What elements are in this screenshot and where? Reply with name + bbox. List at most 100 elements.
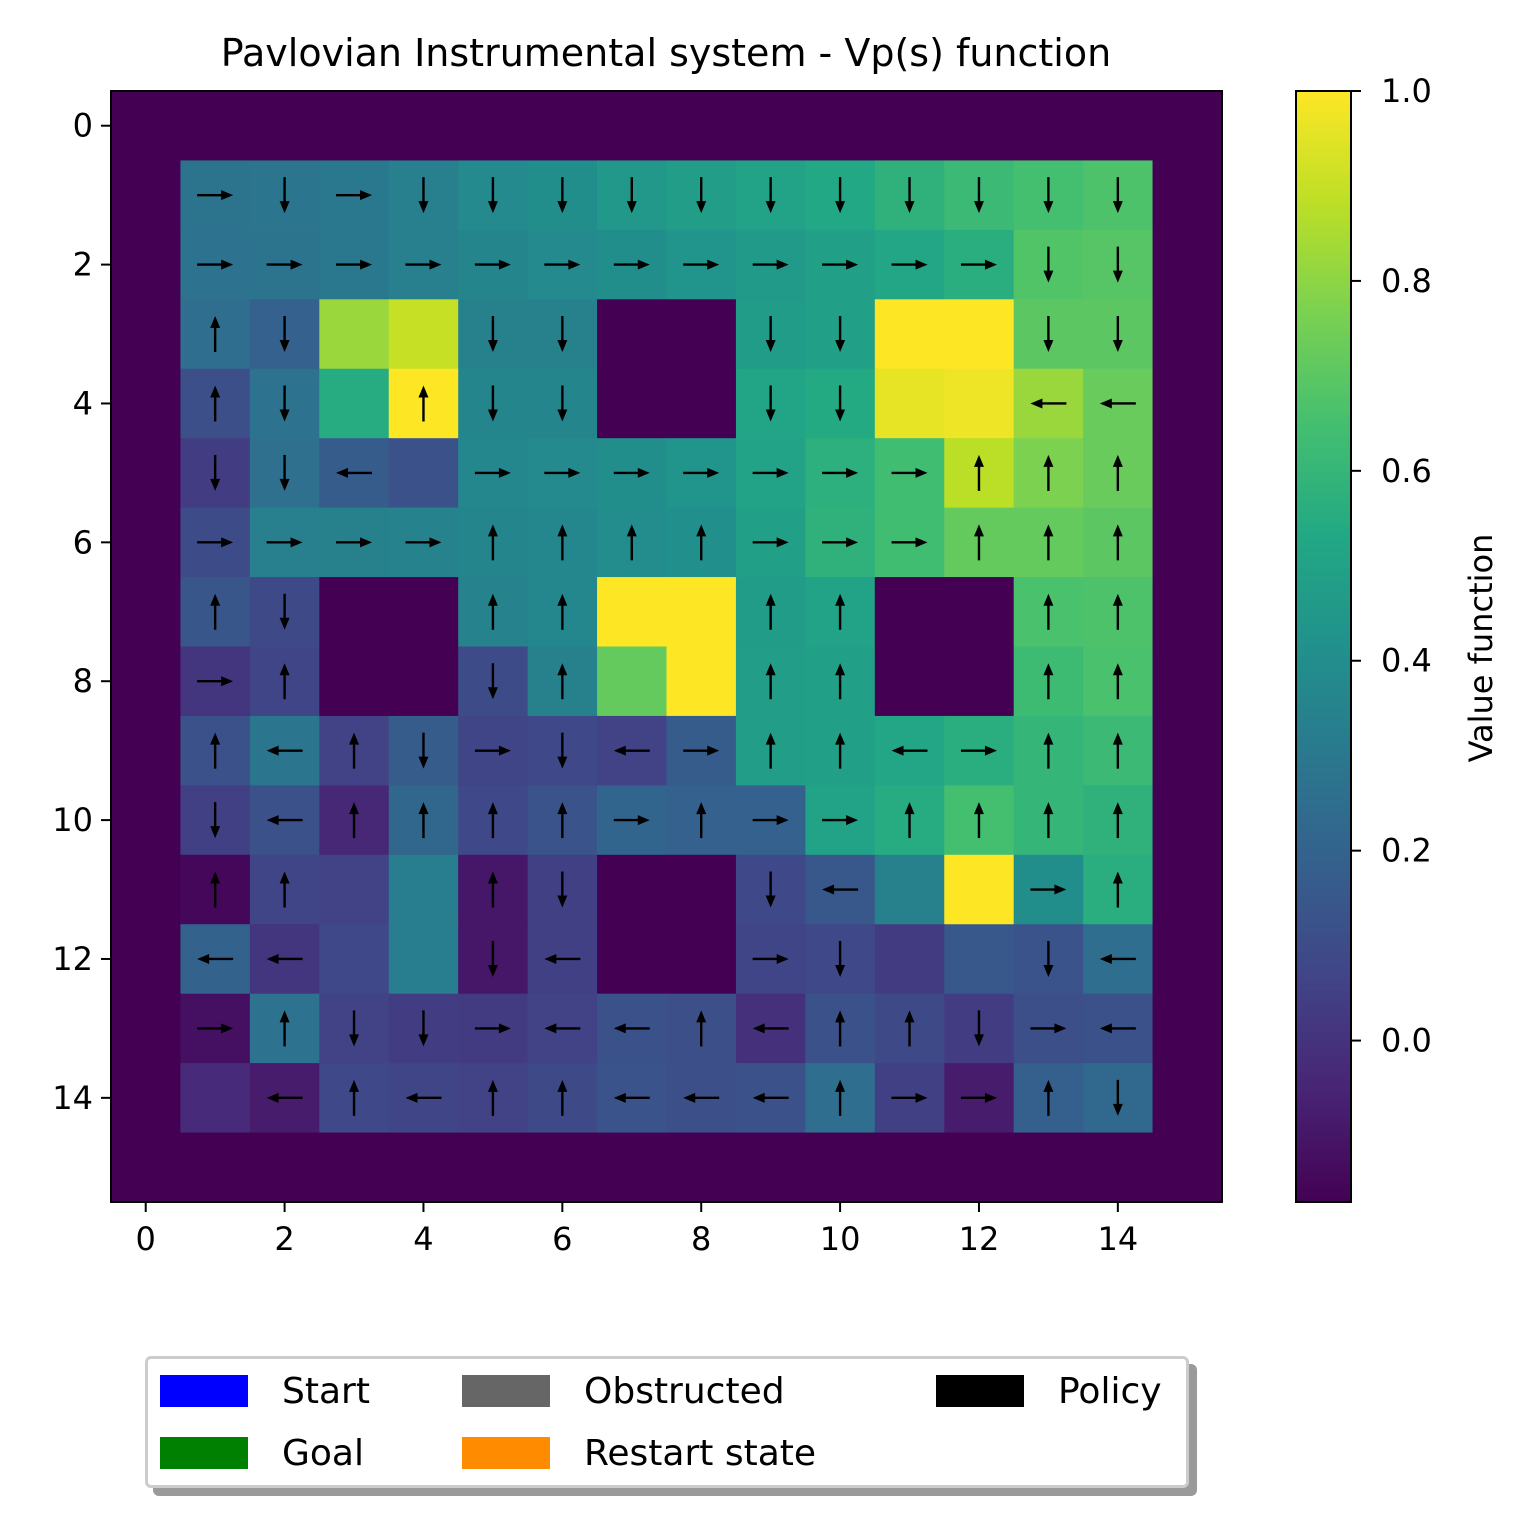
heatmap-cell: [111, 299, 182, 370]
policy-arrow: [822, 537, 859, 548]
policy-arrow-head: [266, 745, 279, 756]
policy-arrow: [557, 663, 568, 700]
policy-arrow: [474, 467, 511, 478]
policy-arrow-head: [904, 201, 915, 214]
policy-arrow: [557, 871, 568, 908]
policy-arrow: [973, 524, 984, 561]
policy-arrow: [349, 802, 360, 839]
colorbar-tick-label: 0.0: [1381, 1022, 1432, 1060]
policy-arrow: [822, 884, 859, 895]
policy-arrow-head: [221, 190, 234, 201]
policy-arrow-head: [846, 259, 859, 270]
policy-arrow-head: [1112, 201, 1123, 214]
policy-arrow: [613, 745, 650, 756]
policy-arrow: [210, 732, 221, 769]
policy-arrow: [1043, 454, 1054, 491]
y-axis: 0 2 4 6 8 10 12 14: [52, 107, 111, 1117]
heatmap-cell: [319, 368, 390, 439]
policy-arrow-head: [765, 593, 776, 606]
policy-arrow: [1112, 1079, 1123, 1116]
policy-arrow: [891, 537, 928, 548]
policy-arrow-head: [429, 259, 442, 270]
policy-arrow: [336, 537, 373, 548]
policy-arrow-head: [835, 732, 846, 745]
policy-arrow: [1112, 871, 1123, 908]
policy-arrow: [765, 177, 776, 214]
heatmap-cell: [180, 1063, 251, 1134]
policy-arrow-head: [498, 1023, 511, 1034]
policy-arrow-head: [405, 1092, 418, 1103]
policy-arrow-head: [1054, 1023, 1067, 1034]
heatmap-cell: [388, 854, 459, 925]
policy-arrow: [418, 385, 429, 422]
heatmap-cell: [944, 91, 1015, 162]
policy-arrow-head: [498, 745, 511, 756]
policy-arrow: [544, 259, 581, 270]
policy-arrows: [197, 177, 1136, 1116]
policy-arrow: [683, 259, 720, 270]
policy-arrow-head: [210, 385, 221, 398]
heatmap-cell: [388, 1132, 459, 1203]
policy-arrow-head: [765, 201, 776, 214]
policy-arrow-head: [891, 745, 904, 756]
legend-label-goal: Goal: [282, 1432, 364, 1474]
policy-arrow-head: [360, 537, 373, 548]
policy-arrow-head: [776, 953, 789, 964]
policy-arrow-head: [973, 524, 984, 537]
policy-arrow-head: [290, 537, 303, 548]
policy-arrow-head: [1030, 398, 1043, 409]
policy-arrow: [544, 1023, 581, 1034]
policy-arrow-head: [418, 1034, 429, 1047]
policy-arrow: [765, 593, 776, 630]
policy-arrow-head: [557, 895, 568, 908]
policy-arrow: [1030, 884, 1067, 895]
policy-arrow-head: [266, 1092, 279, 1103]
x-tick-label: 8: [691, 1220, 711, 1258]
policy-arrow-head: [776, 537, 789, 548]
policy-arrow: [349, 732, 360, 769]
policy-arrow-head: [1112, 593, 1123, 606]
policy-arrow-head: [637, 467, 650, 478]
heatmap-cell: [111, 1132, 182, 1203]
legend-swatch-obstructed: [462, 1375, 550, 1407]
policy-arrow: [904, 1010, 915, 1047]
policy-arrow: [752, 953, 789, 964]
heatmap-cell: [1013, 91, 1084, 162]
heatmap-cell: [111, 854, 182, 925]
policy-arrow: [683, 745, 720, 756]
heatmap-cell: [874, 91, 945, 162]
policy-arrow-head: [637, 259, 650, 270]
policy-arrow: [752, 537, 789, 548]
policy-arrow: [891, 745, 928, 756]
policy-arrow: [487, 1079, 498, 1116]
policy-arrow-head: [279, 1010, 290, 1023]
policy-arrow: [487, 593, 498, 630]
policy-arrow-head: [1099, 953, 1112, 964]
policy-arrow: [1099, 1023, 1136, 1034]
policy-arrow-head: [279, 409, 290, 422]
policy-arrow: [973, 802, 984, 839]
heatmap-cells: [111, 91, 1223, 1203]
policy-arrow-head: [557, 340, 568, 353]
policy-arrow: [557, 1079, 568, 1116]
heatmap-cell: [319, 924, 390, 995]
policy-arrow-head: [1112, 340, 1123, 353]
heatmap-cell: [111, 368, 182, 439]
policy-arrow: [279, 871, 290, 908]
heatmap-cell: [319, 1132, 390, 1203]
heatmap-cell: [111, 91, 182, 162]
policy-arrow-head: [984, 259, 997, 270]
policy-arrow-head: [487, 964, 498, 977]
policy-arrow: [752, 259, 789, 270]
policy-arrow: [765, 385, 776, 422]
policy-arrow: [418, 732, 429, 769]
policy-arrow-head: [210, 316, 221, 329]
policy-arrow-head: [1112, 1103, 1123, 1116]
policy-arrow-head: [915, 537, 928, 548]
policy-arrow: [418, 1010, 429, 1047]
heatmap-cell: [458, 91, 529, 162]
policy-arrow-head: [1112, 802, 1123, 815]
heatmap-cell: [597, 577, 668, 648]
policy-arrow: [557, 385, 568, 422]
policy-arrow-head: [349, 732, 360, 745]
